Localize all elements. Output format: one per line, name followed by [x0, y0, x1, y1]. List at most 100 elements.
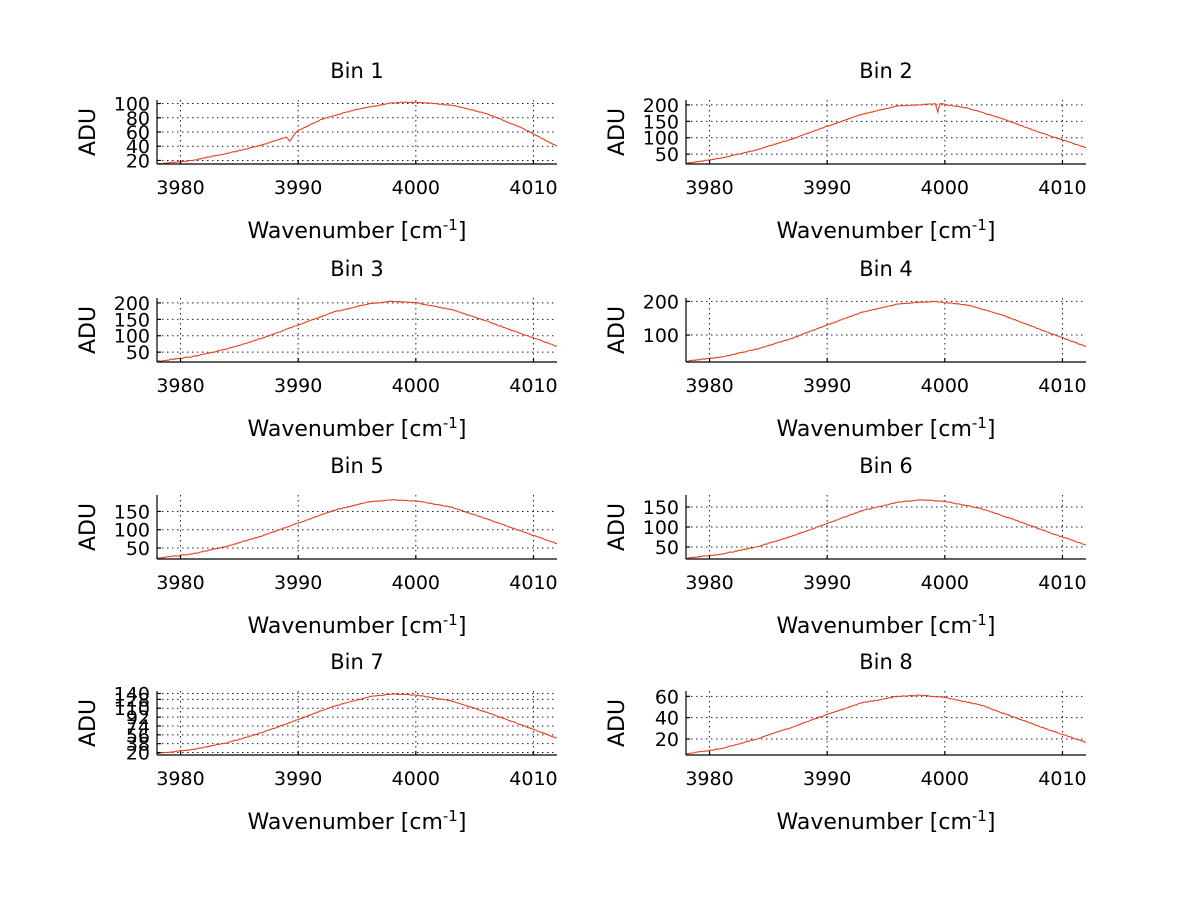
y-tick-label: 40 — [655, 708, 679, 730]
series-line — [156, 300, 558, 362]
series-line — [685, 694, 1087, 755]
y-axis-label: ADU — [605, 306, 630, 354]
x-axis-label: Wavenumber [cm-1] — [248, 807, 467, 835]
y-tick-label: 100 — [114, 94, 150, 116]
x-tick-label: 4000 — [921, 768, 969, 790]
x-tick-label: 4010 — [1038, 768, 1086, 790]
x-tick-label: 4010 — [1038, 177, 1086, 199]
y-tick-label: 60 — [126, 122, 150, 144]
x-axis-label: Wavenumber [cm-1] — [777, 611, 996, 639]
y-tick-label: 200 — [114, 293, 150, 315]
x-tick-label: 3990 — [274, 572, 322, 594]
y-tick-label: 80 — [126, 108, 150, 130]
x-axis-label: Wavenumber [cm-1] — [248, 414, 467, 442]
x-tick-label: 4010 — [509, 177, 557, 199]
x-tick-label: 3980 — [156, 572, 204, 594]
y-tick-label: 128 — [114, 689, 150, 711]
subplot-title: Bin 8 — [859, 650, 913, 674]
subplot-title: Bin 4 — [859, 257, 913, 281]
y-axis-label: ADU — [605, 503, 630, 551]
subplot-bin-7: Bin 7 3980 3990 4000 4010 2038567492110128140… — [76, 650, 558, 835]
x-tick-label: 4000 — [921, 572, 969, 594]
y-tick-label: 150 — [114, 309, 150, 331]
x-tick-label: 3990 — [803, 375, 851, 397]
x-tick-label: 3980 — [685, 768, 733, 790]
x-tick-label: 4000 — [921, 177, 969, 199]
y-tick-label: 20 — [126, 743, 150, 765]
x-tick-label: 4010 — [509, 572, 557, 594]
x-tick-label: 3980 — [156, 177, 204, 199]
x-tick-label: 4010 — [509, 375, 557, 397]
y-tick-label: 50 — [126, 342, 150, 364]
series-line — [156, 499, 557, 559]
x-axis-label: Wavenumber [cm-1] — [248, 216, 467, 244]
y-tick-label: 100 — [643, 517, 679, 539]
y-axis-label: ADU — [76, 306, 101, 354]
x-tick-label: 4010 — [1038, 375, 1086, 397]
y-tick-label: 100 — [643, 128, 679, 150]
x-axis-label: Wavenumber [cm-1] — [777, 414, 996, 442]
x-tick-label: 4000 — [392, 375, 440, 397]
y-axis-label: ADU — [76, 108, 101, 156]
y-axis-label: ADU — [76, 699, 101, 747]
x-tick-label: 3980 — [156, 375, 204, 397]
subplot-title: Bin 3 — [330, 257, 384, 281]
y-tick-label: 150 — [643, 497, 679, 519]
y-tick-label: 50 — [655, 144, 679, 166]
y-tick-label: 50 — [655, 537, 679, 559]
y-axis-label: ADU — [605, 699, 630, 747]
series-line — [156, 693, 558, 755]
x-tick-label: 3990 — [803, 177, 851, 199]
x-tick-label: 3990 — [803, 768, 851, 790]
x-tick-label: 3990 — [803, 572, 851, 594]
x-tick-label: 4000 — [921, 375, 969, 397]
y-axis-label: ADU — [76, 503, 101, 551]
x-tick-label: 4000 — [392, 572, 440, 594]
series-line — [685, 499, 1087, 559]
x-tick-label: 3980 — [685, 375, 733, 397]
y-tick-label: 40 — [126, 136, 150, 158]
x-tick-label: 3980 — [685, 177, 733, 199]
x-tick-label: 4010 — [1038, 572, 1086, 594]
series-line — [685, 103, 1087, 165]
x-tick-label: 3980 — [685, 572, 733, 594]
x-tick-label: 3990 — [274, 177, 322, 199]
y-tick-label: 150 — [114, 501, 150, 523]
x-axis-label: Wavenumber [cm-1] — [777, 216, 996, 244]
series-line — [156, 101, 558, 165]
series-line — [685, 300, 1087, 363]
y-tick-label: 50 — [126, 538, 150, 560]
y-tick-label: 150 — [643, 111, 679, 133]
x-tick-label: 4000 — [392, 177, 440, 199]
y-tick-label: 60 — [655, 686, 679, 708]
y-tick-label: 20 — [126, 150, 150, 172]
y-tick-label: 56 — [126, 725, 150, 747]
subplot-title: Bin 1 — [330, 59, 384, 83]
subplot-title: Bin 2 — [859, 59, 913, 83]
subplot-title: Bin 7 — [330, 650, 384, 674]
x-axis-label: Wavenumber [cm-1] — [248, 611, 467, 639]
x-tick-label: 3990 — [274, 375, 322, 397]
x-tick-label: 4010 — [509, 768, 557, 790]
y-axis-label: ADU — [605, 108, 630, 156]
y-tick-label: 110 — [114, 698, 150, 720]
y-tick-label: 100 — [643, 325, 679, 347]
y-tick-label: 74 — [126, 716, 150, 738]
y-tick-label: 100 — [114, 326, 150, 348]
subplot-bin-4: Bin 4 3980 3990 4000 4010 100 200 Wavenumber [c… — [605, 257, 1087, 442]
y-tick-label: 20 — [655, 729, 679, 751]
y-tick-label: 100 — [114, 520, 150, 542]
subplot-title: Bin 5 — [330, 454, 384, 478]
x-tick-label: 4000 — [392, 768, 440, 790]
y-tick-label: 200 — [643, 95, 679, 117]
x-tick-label: 3990 — [274, 768, 322, 790]
subplot-title: Bin 6 — [859, 454, 913, 478]
